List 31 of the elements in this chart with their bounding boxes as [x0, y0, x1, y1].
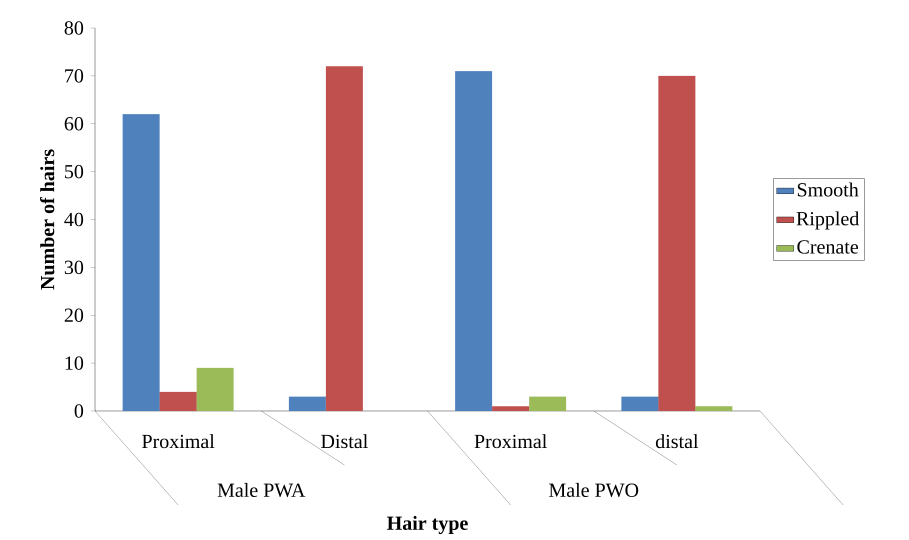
y-tick-label: 30 — [64, 260, 84, 274]
y-tick-label: 60 — [64, 116, 84, 130]
bar — [455, 71, 492, 411]
bar — [621, 396, 658, 411]
x-tick-label: distal — [656, 434, 698, 448]
bar — [196, 368, 234, 411]
x-tick-label: Distal — [321, 434, 368, 448]
bar — [529, 396, 566, 411]
legend-label: Rippled — [796, 211, 860, 230]
bar — [122, 114, 160, 411]
y-tick-label: 50 — [65, 164, 84, 178]
x-axis-title: Hair type — [387, 516, 468, 534]
y-axis-title: Number of hairs — [40, 149, 54, 290]
bar — [492, 406, 530, 411]
y-tick-label: 10 — [66, 356, 84, 370]
bar — [326, 66, 363, 411]
bar — [658, 76, 696, 411]
bar — [695, 406, 732, 411]
y-tick-label: 0 — [74, 404, 84, 418]
legend-label: Smooth — [798, 182, 858, 197]
legend-label: Crenate — [797, 240, 858, 254]
y-tick-label: 80 — [64, 21, 84, 35]
x-tick-label: Proximal — [474, 434, 547, 448]
text: Male PWO — [549, 482, 638, 498]
y-tick-label: 70 — [65, 69, 84, 83]
bar — [160, 392, 197, 411]
y-tick-label: 40 — [64, 212, 84, 226]
bar — [288, 396, 326, 411]
y-tick-label: 20 — [64, 308, 84, 322]
text: Male PWA — [218, 482, 306, 498]
x-tick-label: Proximal — [142, 434, 214, 448]
